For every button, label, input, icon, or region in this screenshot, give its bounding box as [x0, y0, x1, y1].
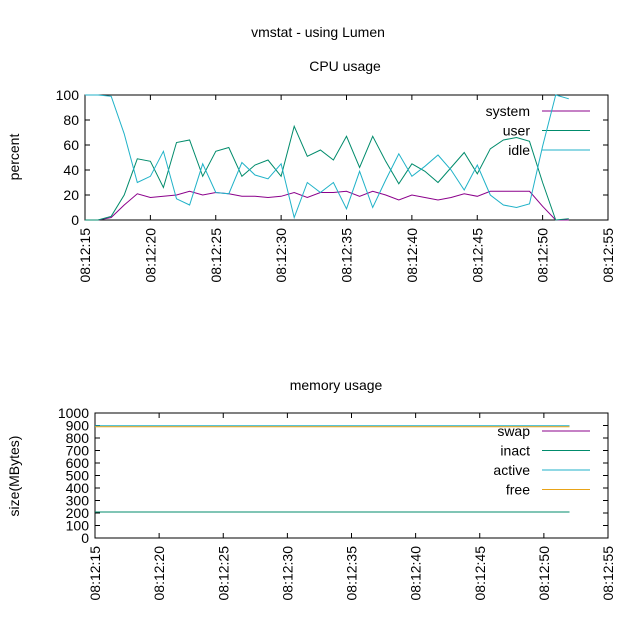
- memory-legend-label-free: free: [506, 482, 530, 498]
- cpu-x-tick-label: 08:12:55: [600, 228, 616, 283]
- memory-plot-frame: [94, 412, 609, 539]
- memory-x-tick-label: 08:12:15: [87, 546, 103, 601]
- memory-x-tick-label: 08:12:35: [344, 546, 360, 601]
- cpu-legend-label-system: system: [486, 103, 530, 119]
- cpu-x-tick-label: 08:12:35: [339, 228, 355, 283]
- cpu-chart-title: CPU usage: [309, 58, 381, 74]
- cpu-usage-chart: CPU usage percent 0 20 40 60 80 100 08:12:15 08…: [6, 58, 616, 283]
- cpu-legend-label-user: user: [503, 123, 531, 139]
- cpu-series-user-line: [85, 124, 569, 221]
- memory-y-tick-label: 0: [81, 530, 89, 546]
- memory-x-tick-label: 08:12:25: [215, 546, 231, 601]
- cpu-series-system-line: [85, 190, 569, 221]
- figure-title: vmstat - using Lumen: [251, 24, 385, 40]
- memory-y-tick-label: 700: [66, 443, 90, 459]
- memory-y-tick-label: 800: [66, 430, 90, 446]
- memory-x-tick-label: 08:12:50: [536, 546, 552, 601]
- memory-x-tick-label: 08:12:55: [600, 546, 616, 601]
- memory-y-tick-label: 400: [66, 480, 90, 496]
- cpu-x-tick-label: 08:12:30: [273, 228, 289, 283]
- cpu-x-tick-label: 08:12:40: [404, 228, 420, 283]
- cpu-x-tick-label: 08:12:50: [535, 228, 551, 283]
- memory-y-tick-label: 600: [66, 455, 90, 471]
- cpu-x-tick-label: 08:12:20: [142, 228, 158, 283]
- memory-chart-title: memory usage: [290, 377, 383, 393]
- cpu-series-idle-line: [85, 94, 569, 220]
- memory-y-tick-label: 100: [66, 518, 90, 534]
- memory-y-tick-label: 200: [66, 505, 90, 521]
- memory-y-tick-label: 500: [66, 468, 90, 484]
- memory-x-tick-label: 08:12:20: [151, 546, 167, 601]
- memory-y-tick-label: 300: [66, 493, 90, 509]
- cpu-y-axis-label: percent: [6, 134, 22, 181]
- cpu-x-tick-label: 08:12:45: [469, 228, 485, 283]
- cpu-x-tick-label: 08:12:15: [77, 228, 93, 283]
- memory-y-axis-label: size(MBytes): [6, 436, 22, 517]
- memory-y-tick-label: 900: [66, 418, 90, 434]
- cpu-legend-label-idle: idle: [508, 142, 530, 158]
- cpu-y-tick-label: 20: [63, 187, 79, 203]
- memory-x-tick-label: 08:12:45: [472, 546, 488, 601]
- cpu-y-tick-label: 60: [63, 137, 79, 153]
- cpu-x-tick-label: 08:12:25: [208, 228, 224, 283]
- memory-usage-chart: memory usage size(MBytes) 01002003004005…: [6, 377, 616, 601]
- memory-legend-label-active: active: [493, 462, 530, 478]
- cpu-y-tick-label: 80: [63, 112, 79, 128]
- memory-x-tick-label: 08:12:30: [279, 546, 295, 601]
- cpu-y-tick-label: 40: [63, 162, 79, 178]
- cpu-y-tick-label: 100: [56, 87, 80, 103]
- memory-y-tick-label: 1000: [58, 405, 89, 421]
- cpu-y-tick-label: 0: [71, 212, 79, 228]
- memory-x-tick-label: 08:12:40: [408, 546, 424, 601]
- memory-legend-label-inact: inact: [500, 443, 530, 459]
